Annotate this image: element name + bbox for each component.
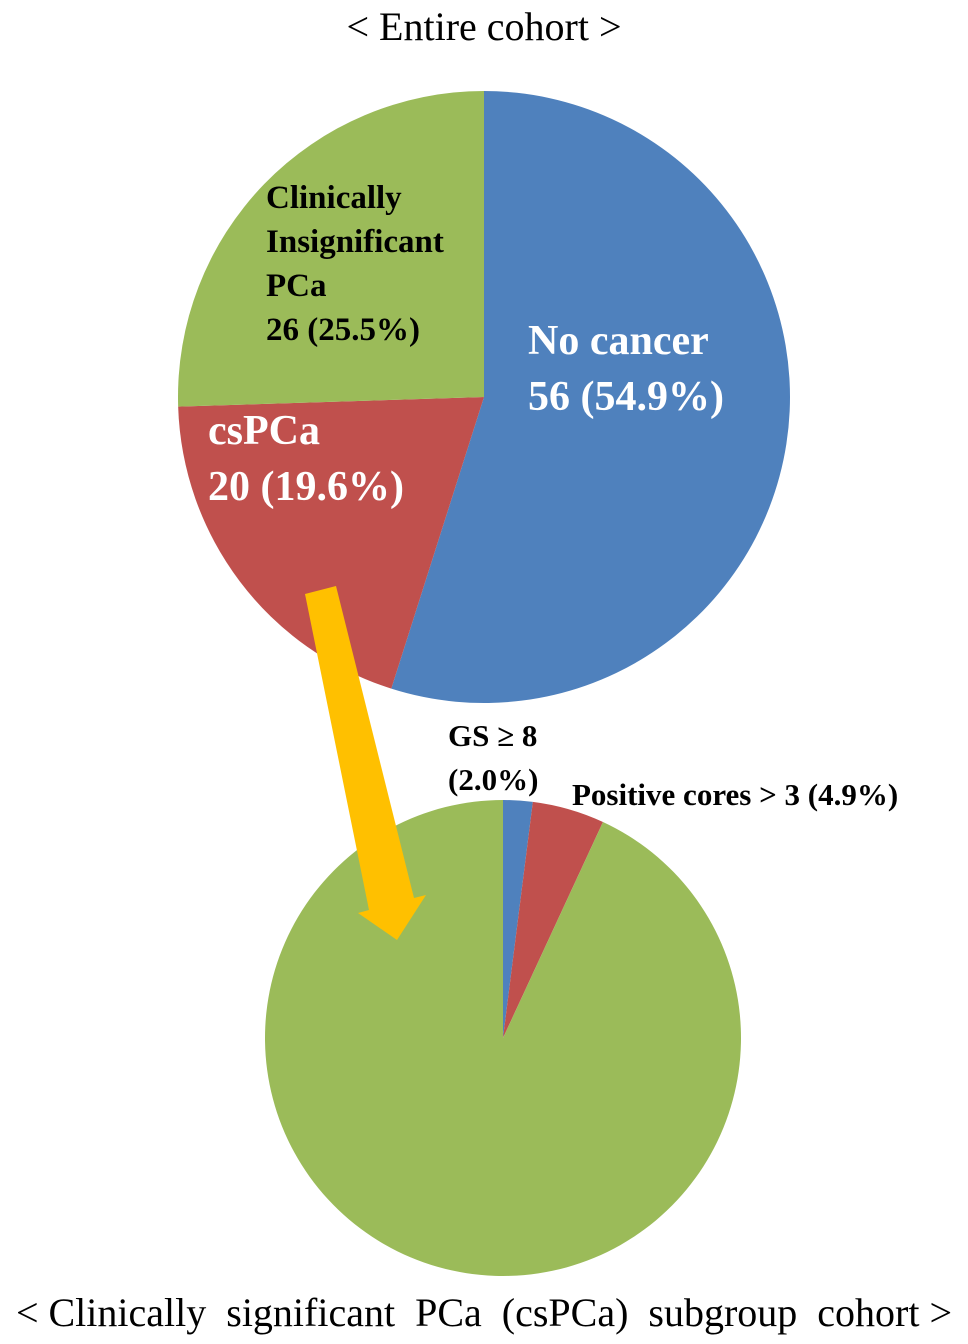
slice-label-clinically-insignificant: Clinically Insignificant PCa 26 (25.5%) [266,180,452,348]
slice-label-gs8: GS ≥ 8 (2.0%) [448,718,545,797]
slice-gs8 [503,800,533,1038]
chart-2-title: < Clinically significant PCa (csPCa) sub… [16,1290,952,1335]
transition-arrow [305,586,426,940]
slice-positive-cores [503,801,603,1038]
pie-cspca-subgroup [265,800,742,1277]
slice-label-no-cancer: No cancer 56 (54.9%) [528,318,724,420]
slice-label-cspca: csPCa 20 (19.6%) [208,408,404,510]
slice-label-positive-cores: Positive cores > 3 (4.9%) [572,777,898,812]
slice-clinically-insignificant [178,91,484,407]
slice-no-cancer [391,91,791,704]
chart-1-title: < Entire cohort > [346,4,621,49]
pie-entire-cohort [178,91,791,704]
slice-cspca [178,397,484,689]
